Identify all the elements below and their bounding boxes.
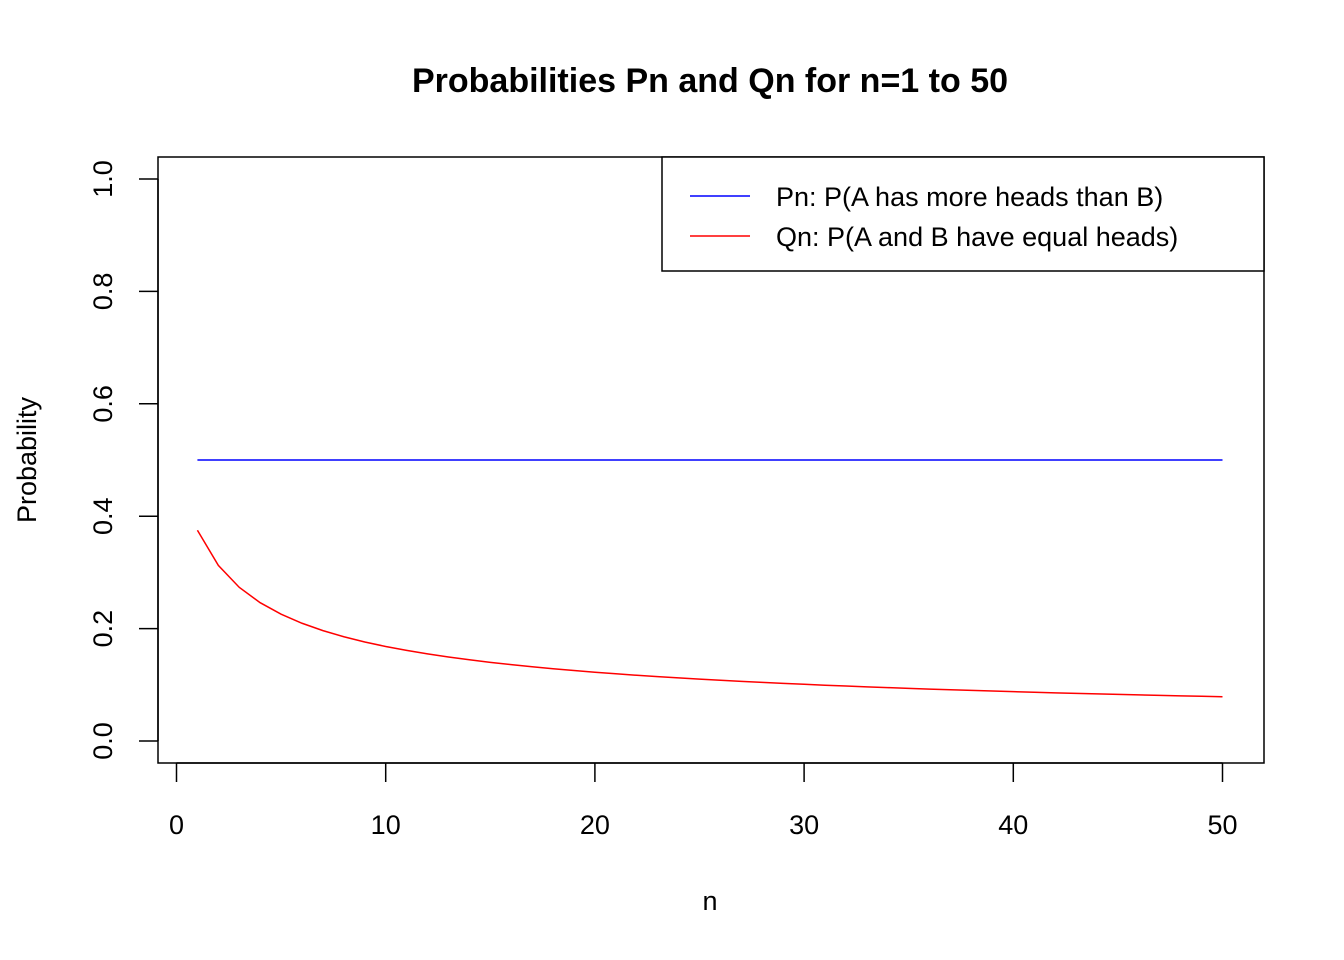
y-tick-label: 0.0 <box>88 722 118 760</box>
series-line-qn <box>196 529 1223 698</box>
chart-title: Probabilities Pn and Qn for n=1 to 50 <box>412 62 1008 100</box>
x-tick-label: 30 <box>789 810 819 840</box>
y-tick-label: 0.6 <box>88 385 118 423</box>
series-layer <box>196 459 1223 698</box>
x-tick-label: 0 <box>169 810 184 840</box>
y-axis: 0.0 0.2 0.4 0.6 0.8 1.0 <box>88 160 159 760</box>
y-axis-label: Probability <box>12 396 42 523</box>
legend-label-pn: Pn: P(A has more heads than B) <box>776 182 1163 212</box>
x-axis-label: n <box>702 886 717 916</box>
x-axis: 0 10 20 30 40 50 <box>169 762 1238 840</box>
x-tick-label: 40 <box>998 810 1028 840</box>
legend: Pn: P(A has more heads than B) Qn: P(A a… <box>661 156 1265 272</box>
legend-box <box>661 156 1265 272</box>
y-tick-label: 0.8 <box>88 273 118 311</box>
x-tick-label: 20 <box>580 810 610 840</box>
x-tick-label: 10 <box>371 810 401 840</box>
y-tick-label: 1.0 <box>88 160 118 198</box>
legend-label-qn: Qn: P(A and B have equal heads) <box>776 222 1178 252</box>
x-tick-label: 50 <box>1207 810 1237 840</box>
y-tick-label: 0.2 <box>88 610 118 648</box>
y-tick-label: 0.4 <box>88 497 118 535</box>
